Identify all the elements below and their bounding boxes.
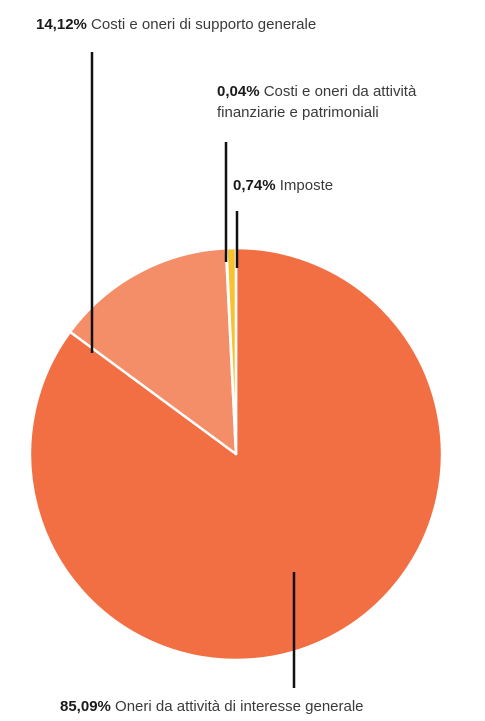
slice-supporto [68, 247, 238, 456]
slice-text-imposte: Imposte [279, 177, 334, 194]
slice-text-finanziarie-line2: finanziarie e patrimoniali [217, 104, 379, 121]
leader-lines [90, 52, 296, 688]
slice-label-supporto: 14,12% Costi e oneri di supporto general… [36, 14, 316, 35]
pie-slices [28, 246, 444, 662]
slice-text-supporto: Costi e oneri di supporto generale [91, 16, 317, 33]
slice-value-interesse-generale: 85,09% [60, 698, 111, 715]
slice-label-finanziarie: 0,04% Costi e oneri da attività finanzia… [217, 81, 416, 123]
slice-label-interesse-generale: 85,09% Oneri da attività di interesse ge… [60, 696, 364, 717]
slice-label-imposte: 0,74% Imposte [233, 175, 333, 196]
slice-interesse-generale [28, 246, 444, 662]
slice-text-interesse-generale: Oneri da attività di interesse generale [115, 698, 364, 715]
slice-value-imposte: 0,74% [233, 177, 276, 194]
slice-value-supporto: 14,12% [36, 16, 87, 33]
slice-text-finanziarie-line1: Costi e oneri da attività [263, 83, 417, 100]
slice-value-finanziarie: 0,04% [217, 83, 260, 100]
